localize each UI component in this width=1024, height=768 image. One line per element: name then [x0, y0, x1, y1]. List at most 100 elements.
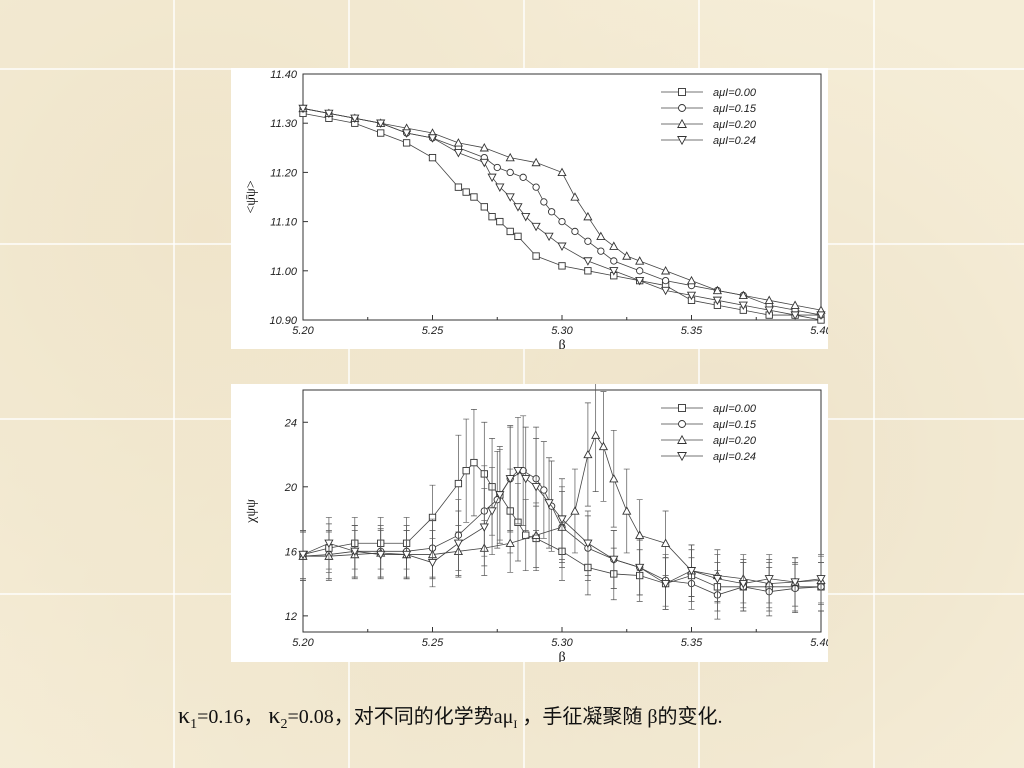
legend-entry: aμI=0.15 — [713, 103, 757, 115]
y-tick-label: 16 — [285, 546, 298, 558]
data-point — [470, 193, 478, 201]
data-point — [712, 296, 722, 306]
data-point — [635, 256, 645, 265]
data-point — [764, 575, 774, 584]
data-point — [583, 211, 593, 221]
data-point — [686, 275, 697, 285]
mu-sub: I — [513, 717, 518, 731]
data-point — [531, 222, 541, 232]
data-point — [519, 173, 527, 181]
data-point — [583, 449, 593, 459]
data-point — [506, 227, 514, 236]
data-point — [610, 257, 618, 265]
data-point — [764, 295, 774, 304]
kappa1-symbol: κ — [178, 703, 191, 729]
y-tick-label: 11.40 — [270, 69, 298, 81]
data-point — [480, 203, 488, 211]
x-tick-label: 5.25 — [422, 637, 444, 649]
x-tick-label: 5.40 — [810, 325, 828, 337]
data-point — [635, 530, 645, 539]
data-point — [479, 158, 489, 168]
x-tick-label: 5.20 — [292, 637, 314, 649]
series-triangle-down — [298, 417, 826, 610]
data-point — [597, 247, 605, 255]
legend-entry: aμI=0.15 — [713, 419, 757, 431]
kappa1-value: =0.16， — [197, 706, 264, 728]
y-tick-label: 10.90 — [269, 315, 297, 327]
data-point — [609, 555, 619, 565]
data-point — [557, 242, 567, 251]
data-point — [571, 227, 579, 236]
data-point — [596, 231, 606, 241]
data-point — [488, 213, 496, 221]
data-point — [531, 157, 541, 167]
data-point — [570, 506, 580, 515]
data-point — [427, 134, 438, 143]
kappa2-sub: 2 — [280, 717, 288, 732]
chiral-condensate-chart: 5.20 5.25 5.30 5.35 5.40 11.40 11.30 11.20 11.10… — [244, 69, 828, 349]
kappa2-value: =0.08，对不同的化学势 — [287, 706, 494, 728]
data-point — [544, 499, 554, 508]
data-point — [402, 550, 412, 560]
data-point — [462, 467, 470, 475]
data-point — [493, 163, 501, 172]
data-point — [598, 441, 609, 451]
data-point — [790, 311, 800, 320]
x-tick-label: 5.25 — [422, 325, 444, 337]
caption-rest: ，手征凝聚随 β的变化. — [517, 706, 723, 728]
data-point — [376, 119, 386, 128]
legend-entry: aμI=0.24 — [713, 451, 756, 463]
data-point — [635, 276, 645, 286]
data-point — [738, 579, 748, 589]
legend-entry: aμI=0.20 — [713, 119, 757, 131]
data-point — [686, 291, 697, 301]
x-axis-label: β — [558, 338, 565, 349]
data-point — [584, 267, 592, 275]
legend-marker — [678, 420, 686, 428]
chart-top-panel: 5.20 5.25 5.30 5.35 5.40 11.40 11.30 11.20 11.10… — [231, 68, 828, 349]
chart-bottom-panel: 5.20 5.25 5.30 5.35 5.40 24 20 16 12 β χψψ aμI=0.00… — [231, 384, 828, 662]
data-point — [531, 483, 541, 492]
data-point — [495, 183, 505, 192]
data-point — [583, 257, 593, 266]
legend-marker — [678, 104, 686, 112]
data-point — [816, 311, 826, 320]
data-point — [298, 550, 308, 560]
data-point — [636, 267, 644, 275]
data-point — [544, 232, 554, 242]
data-point — [521, 475, 531, 484]
data-point — [738, 290, 748, 300]
data-point — [558, 262, 566, 270]
data-point — [584, 237, 592, 245]
data-point — [609, 473, 619, 483]
data-point — [505, 152, 515, 162]
legend-marker — [677, 118, 687, 128]
data-point — [790, 300, 800, 309]
legend-marker — [677, 136, 687, 146]
data-point — [462, 188, 470, 196]
data-point — [298, 104, 308, 114]
data-point — [470, 458, 478, 467]
data-point — [547, 208, 556, 216]
data-point — [661, 276, 670, 285]
data-point — [712, 575, 722, 584]
data-point — [790, 578, 800, 587]
data-point — [635, 563, 645, 573]
x-tick-label: 5.30 — [551, 637, 573, 649]
data-point — [609, 241, 619, 250]
legend-marker — [677, 452, 687, 462]
data-point — [661, 579, 671, 589]
data-point — [532, 252, 540, 260]
susceptibility-chart: 5.20 5.25 5.30 5.35 5.40 24 20 16 12 β χψψ aμI=0.00… — [244, 384, 828, 662]
legend-entry: aμI=0.00 — [713, 87, 757, 99]
x-tick-label: 5.35 — [681, 637, 703, 649]
y-tick-label: 11.20 — [270, 167, 298, 179]
legend-marker — [678, 88, 686, 96]
data-point — [495, 491, 505, 500]
data-point — [514, 232, 522, 241]
y-tick-label: 11.10 — [270, 217, 298, 229]
data-point — [513, 203, 523, 212]
data-point — [479, 523, 489, 532]
data-point — [505, 193, 515, 202]
series-line — [302, 470, 822, 585]
